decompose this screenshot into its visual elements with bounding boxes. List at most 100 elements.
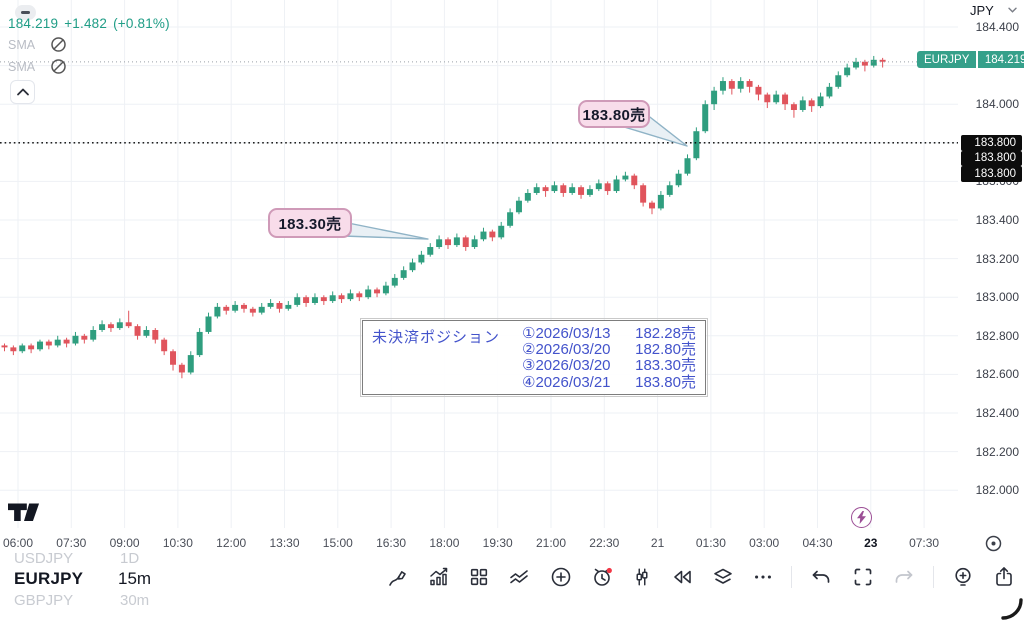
price-axis-label: 184.000 (975, 97, 1019, 112)
order-price-badge[interactable]: 183.800 (961, 166, 1022, 182)
time-axis-label: 07:30 (56, 536, 87, 550)
time-axis-label: 21 (650, 536, 665, 550)
open-positions-box[interactable]: 未決済ポジション ①2026/03/13 182.28売 ②2026/03/20 18… (360, 318, 708, 397)
picker-symbol-usdjpy[interactable]: USDJPY (14, 550, 74, 567)
position-row: ③2026/03/20 183.30売 (522, 358, 696, 374)
price-change-pct: (+0.81%) (113, 16, 170, 31)
axis-settings-button[interactable] (984, 534, 1003, 558)
time-axis-label: 04:30 (802, 536, 833, 550)
sma-label: SMA (8, 37, 36, 52)
redo-button[interactable] (892, 565, 916, 589)
more-button[interactable] (752, 566, 774, 588)
pen-icon (389, 571, 406, 586)
callout-183-30-sell[interactable]: 183.30売 (268, 208, 352, 238)
symbol-price-row[interactable]: 184.219 +1.482 (+0.81%) (8, 16, 170, 31)
position-price: 183.80売 (635, 373, 696, 391)
ellipsis-icon (755, 575, 772, 579)
open-positions-title: 未決済ポジション (372, 329, 501, 346)
picker-timeframe-15m[interactable]: 15m (118, 569, 152, 588)
price-axis[interactable]: 184.400184.000183.600183.400183.200183.0… (958, 0, 1024, 528)
order-price-badges[interactable]: 183.800 183.800 183.800 (961, 135, 1022, 182)
time-axis-label: 03:00 (749, 536, 780, 550)
position-date: ①2026/03/13 (522, 325, 611, 342)
tradingview-logo[interactable] (8, 503, 40, 527)
time-axis-label: 22:30 (589, 536, 620, 550)
layers-button[interactable] (711, 565, 735, 589)
position-price: 182.28売 (635, 325, 696, 342)
indicator-row-sma-1[interactable]: SMA (8, 36, 68, 53)
position-price: 182.80売 (635, 341, 696, 359)
badge-price: 184.219 (977, 51, 1024, 68)
price-axis-label: 183.400 (975, 213, 1019, 227)
chart-type-button[interactable] (631, 565, 653, 589)
undo-button[interactable] (809, 565, 833, 589)
time-axis-label: 12:00 (216, 536, 247, 550)
layers-icon (714, 568, 732, 584)
price-axis-label: 182.200 (975, 444, 1019, 459)
rewind-button[interactable] (670, 565, 694, 589)
price-axis-label: 182.600 (975, 367, 1019, 382)
layouts-button[interactable] (468, 566, 490, 588)
time-axis-label: 13:30 (269, 536, 300, 550)
picker-timeframe-30m[interactable]: 30m (120, 592, 150, 609)
time-axis-label: 18:00 (429, 536, 460, 550)
time-axis-label: 07:30 (909, 536, 940, 550)
corner-swipe-indicator (1001, 596, 1023, 621)
chart-canvas[interactable] (0, 0, 958, 528)
currency-selector[interactable]: JPY (958, 0, 1024, 20)
indicators-button[interactable] (427, 565, 451, 589)
picker-timeframe-1d[interactable]: 1D (120, 550, 140, 567)
idea-bulb-plus-icon (955, 567, 971, 586)
position-date: ③2026/03/20 (522, 357, 611, 375)
time-axis-label: 09:00 (109, 536, 140, 550)
picker-symbol-eurjpy[interactable]: EURJPY (14, 569, 84, 588)
draw-tool-button[interactable] (386, 565, 410, 589)
chart-toolbar (386, 563, 1016, 591)
currency-label: JPY (970, 2, 994, 18)
alert-button[interactable] (590, 565, 614, 589)
rewind-icon (674, 570, 691, 584)
legend-collapse-button[interactable] (15, 5, 36, 20)
fullscreen-button[interactable] (851, 565, 875, 589)
open-positions-rows: ①2026/03/13 182.28売 ②2026/03/20 182.80売 ③202… (522, 325, 696, 391)
price-axis-label: 182.800 (975, 328, 1019, 343)
minus-icon (21, 11, 30, 14)
current-price-badge[interactable]: EURJPY 184.219 (917, 51, 1024, 68)
price-axis-label: 182.000 (975, 483, 1019, 498)
alarm-clock-icon (593, 567, 612, 586)
callout-183-80-sell[interactable]: 183.80売 (578, 100, 650, 128)
legend-expand-button[interactable] (10, 80, 35, 104)
time-axis-label: 16:30 (376, 536, 407, 550)
time-axis-label: 15:00 (322, 536, 353, 550)
time-axis-label: 23 (864, 536, 878, 550)
order-price-badge[interactable]: 183.800 (961, 135, 1022, 151)
multi-chart-button[interactable] (507, 565, 531, 589)
position-date: ②2026/03/20 (522, 341, 611, 359)
eye-off-icon[interactable] (49, 58, 68, 75)
sma-label: SMA (8, 59, 36, 74)
indicators-icon (430, 567, 448, 586)
publish-idea-button[interactable] (951, 565, 975, 589)
bottom-bar: USDJPY 1D EURJPY 15m GBPJPY 30m (0, 550, 1024, 621)
session-status-button[interactable] (851, 507, 872, 528)
position-row: ①2026/03/13 182.28売 (522, 325, 696, 342)
share-icon (996, 567, 1012, 586)
indicator-row-sma-2[interactable]: SMA (8, 58, 68, 75)
time-axis-label: 10:30 (162, 536, 193, 550)
share-button[interactable] (992, 565, 1016, 589)
price-axis-label: 184.400 (975, 20, 1019, 34)
candlestick-chart[interactable] (0, 0, 958, 528)
eye-off-icon[interactable] (49, 36, 68, 53)
candles-settings-icon (636, 568, 648, 586)
picker-symbol-gbpjpy[interactable]: GBPJPY (14, 592, 74, 609)
order-price-badge[interactable]: 183.800 (961, 150, 1022, 167)
price-axis-label: 183.000 (975, 290, 1019, 305)
position-date: ④2026/03/21 (522, 373, 611, 391)
time-axis[interactable]: 06:00 07:30 09:00 10:30 12:00 13:30 15:00 16:30… (0, 528, 1024, 558)
position-row: ②2026/03/20 182.80売 (522, 342, 696, 358)
add-button[interactable] (549, 565, 573, 589)
price-axis-label: 182.400 (975, 406, 1019, 420)
plus-circle-icon (551, 567, 570, 587)
time-axis-label: 06:00 (2, 536, 34, 550)
